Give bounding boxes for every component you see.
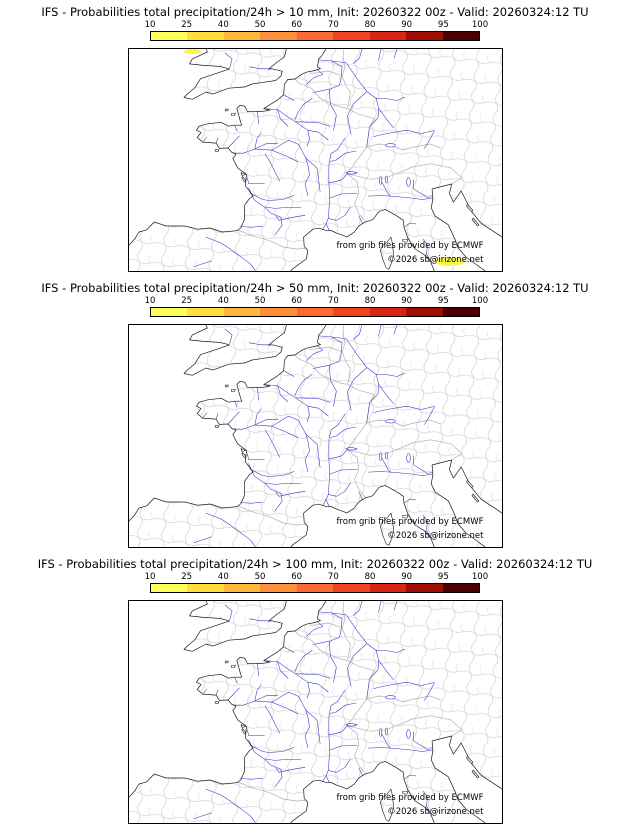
probability-colorbar: 10 25 40 50 60 70 80 90 95 100 (145, 572, 489, 594)
colorbar-tick: 25 (181, 572, 193, 582)
colorbar-tick: 60 (291, 20, 303, 30)
map-panel: from grib files provided by ECMWF ©2026 … (127, 600, 503, 824)
colorbar-segment (333, 584, 370, 592)
colorbar-tick: 60 (291, 572, 303, 582)
forecast-panel-10mm: IFS - Probabilities total precipitation/… (0, 0, 630, 276)
colorbar-segment (223, 584, 261, 592)
colorbar-tick: 50 (254, 572, 266, 582)
credit-signature: ©2026 sb@irizone.net (387, 531, 484, 541)
colorbar-segment (223, 32, 261, 40)
colorbar-tick: 70 (327, 572, 339, 582)
credit-signature: ©2026 sb@irizone.net (387, 807, 484, 817)
colorbar-segment (333, 308, 370, 316)
colorbar-tick: 90 (401, 20, 413, 30)
colorbar-gradient (150, 31, 480, 41)
colorbar-segment (187, 308, 224, 316)
credit-ecmwf: from grib files provided by ECMWF (336, 241, 484, 251)
colorbar-tick: 40 (217, 20, 229, 30)
france-precipitation-map (129, 325, 502, 547)
colorbar-tick-labels: 10 25 40 50 60 70 80 90 95 100 (145, 296, 489, 307)
colorbar-segment (260, 32, 297, 40)
colorbar-segment (369, 308, 407, 316)
colorbar-tick-labels: 10 25 40 50 60 70 80 90 95 100 (145, 20, 489, 31)
probability-colorbar: 10 25 40 50 60 70 80 90 95 100 (145, 20, 489, 42)
colorbar-tick: 25 (181, 20, 193, 30)
colorbar-tick: 40 (217, 296, 229, 306)
colorbar-segment (296, 32, 334, 40)
map-panel: from grib files provided by ECMWF ©2026 … (127, 48, 503, 272)
probability-colorbar: 10 25 40 50 60 70 80 90 95 100 (145, 296, 489, 318)
colorbar-tick: 50 (254, 20, 266, 30)
colorbar-tick: 80 (364, 296, 376, 306)
colorbar-segment (187, 32, 224, 40)
colorbar-segment (223, 308, 261, 316)
colorbar-segment (369, 584, 407, 592)
colorbar-tick-labels: 10 25 40 50 60 70 80 90 95 100 (145, 572, 489, 583)
colorbar-tick: 100 (471, 20, 489, 30)
colorbar-tick: 10 (144, 296, 156, 306)
map-panel: from grib files provided by ECMWF ©2026 … (127, 324, 503, 548)
colorbar-tick: 100 (471, 296, 489, 306)
colorbar-gradient (150, 583, 480, 593)
precipitation-probability-area (183, 49, 201, 54)
colorbar-tick: 40 (217, 572, 229, 582)
colorbar-tick: 50 (254, 296, 266, 306)
colorbar-segment (333, 32, 370, 40)
colorbar-tick: 90 (401, 572, 413, 582)
colorbar-segment (151, 584, 188, 592)
panel-title: IFS - Probabilities total precipitation/… (37, 557, 593, 571)
france-precipitation-map (129, 49, 502, 271)
france-precipitation-map (129, 601, 502, 823)
colorbar-gradient (150, 307, 480, 317)
colorbar-segment (406, 32, 443, 40)
panel-title: IFS - Probabilities total precipitation/… (41, 5, 589, 19)
colorbar-tick: 80 (364, 572, 376, 582)
colorbar-segment (406, 584, 443, 592)
colorbar-segment (442, 32, 479, 40)
colorbar-tick: 10 (144, 572, 156, 582)
colorbar-segment (151, 308, 188, 316)
colorbar-tick: 95 (437, 296, 449, 306)
colorbar-segment (151, 32, 188, 40)
colorbar-tick: 100 (471, 572, 489, 582)
forecast-panel-100mm: IFS - Probabilities total precipitation/… (0, 552, 630, 828)
colorbar-tick: 70 (327, 20, 339, 30)
colorbar-segment (442, 308, 479, 316)
colorbar-tick: 25 (181, 296, 193, 306)
colorbar-tick: 90 (401, 296, 413, 306)
panel-title: IFS - Probabilities total precipitation/… (41, 281, 589, 295)
precipitation-probability-area (434, 257, 465, 266)
colorbar-segment (406, 308, 443, 316)
colorbar-segment (260, 584, 297, 592)
colorbar-tick: 95 (437, 572, 449, 582)
colorbar-tick: 60 (291, 296, 303, 306)
forecast-panel-50mm: IFS - Probabilities total precipitation/… (0, 276, 630, 552)
credit-ecmwf: from grib files provided by ECMWF (336, 793, 484, 803)
colorbar-segment (296, 308, 334, 316)
colorbar-tick: 10 (144, 20, 156, 30)
colorbar-segment (187, 584, 224, 592)
colorbar-segment (260, 308, 297, 316)
credit-ecmwf: from grib files provided by ECMWF (336, 517, 484, 527)
colorbar-segment (296, 584, 334, 592)
colorbar-segment (442, 584, 479, 592)
colorbar-segment (369, 32, 407, 40)
colorbar-tick: 70 (327, 296, 339, 306)
colorbar-tick: 80 (364, 20, 376, 30)
colorbar-tick: 95 (437, 20, 449, 30)
credit-signature: ©2026 sb@irizone.net (387, 255, 484, 265)
